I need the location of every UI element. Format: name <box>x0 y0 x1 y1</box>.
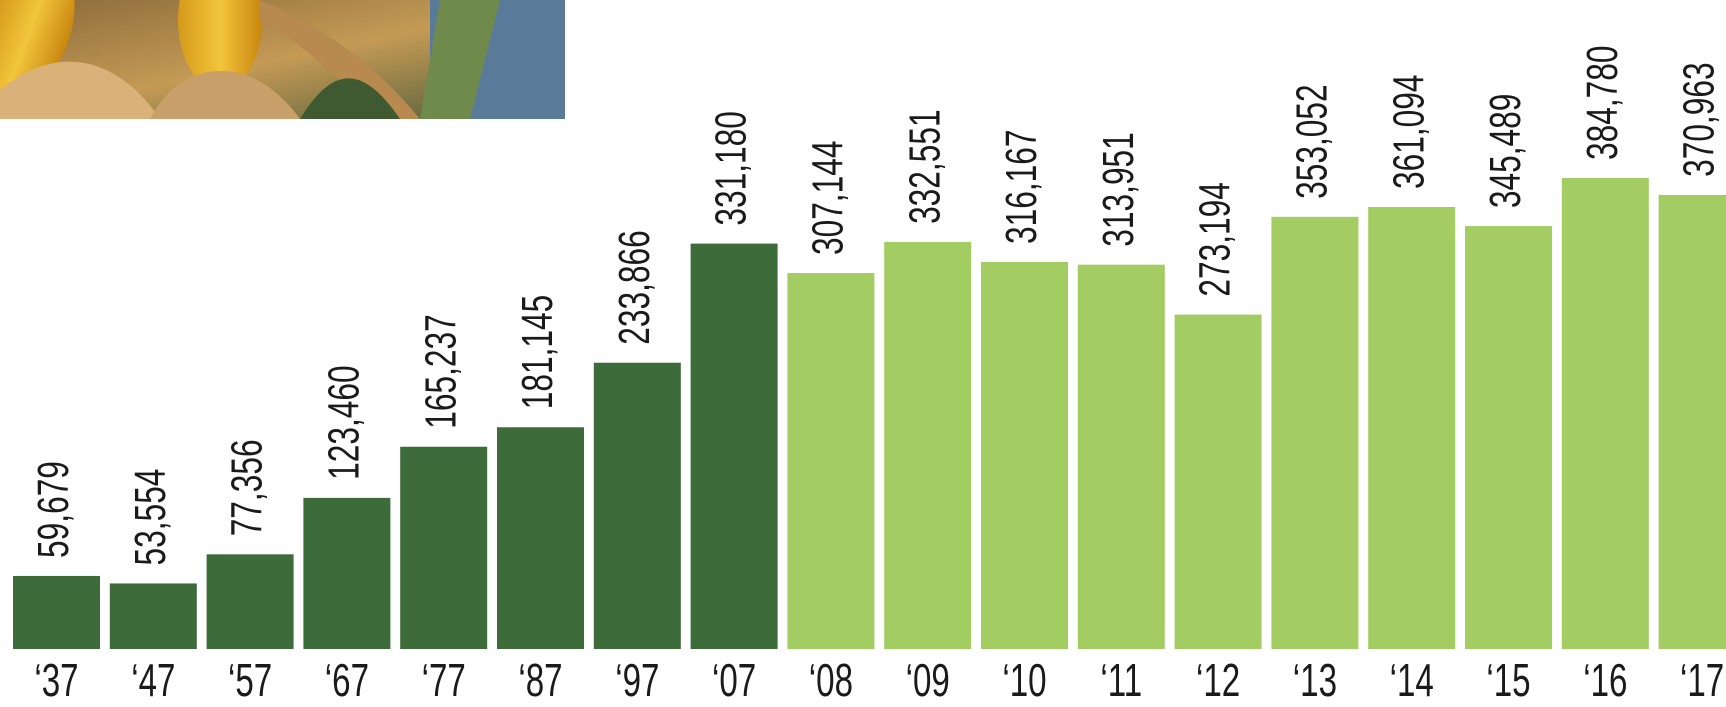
bar <box>109 583 197 649</box>
bar <box>1368 206 1456 649</box>
x-tick-label: ‘14 <box>1390 656 1434 706</box>
corn-photo <box>0 0 565 119</box>
bar <box>400 446 488 649</box>
bar <box>206 554 294 649</box>
bar <box>787 273 875 649</box>
bar <box>497 427 584 649</box>
bar <box>1561 178 1649 649</box>
x-tick-label: ‘87 <box>518 656 562 706</box>
value-label: 331,180 <box>707 111 756 225</box>
bar <box>690 243 778 649</box>
bar <box>1174 314 1262 649</box>
x-tick-label: ‘17 <box>1680 656 1724 706</box>
value-label: 384,780 <box>1578 46 1627 160</box>
bar <box>593 362 681 649</box>
value-label: 59,679 <box>29 461 78 558</box>
value-label: 313,951 <box>1094 132 1143 246</box>
value-label: 165,237 <box>416 314 465 428</box>
bar <box>1465 226 1552 650</box>
value-label: 77,356 <box>223 439 272 536</box>
x-tick-label: ‘16 <box>1583 656 1627 706</box>
x-tick-label: ‘08 <box>809 656 853 706</box>
x-tick-label: ‘07 <box>712 656 756 706</box>
value-label: 123,460 <box>319 365 368 479</box>
x-tick-label: ‘37 <box>34 656 78 706</box>
x-tick-label: ‘09 <box>906 656 950 706</box>
value-label: 345,489 <box>1481 94 1530 208</box>
value-label: 53,554 <box>126 469 175 566</box>
x-tick-label: ‘77 <box>422 656 466 706</box>
value-label: 307,144 <box>803 141 852 255</box>
value-label: 181,145 <box>513 295 562 409</box>
bar <box>13 575 100 649</box>
value-label: 316,167 <box>997 130 1046 244</box>
x-tick-label: ‘13 <box>1293 656 1337 706</box>
value-label: 233,866 <box>610 230 659 344</box>
x-tick-label: ‘11 <box>1100 656 1142 706</box>
value-label: 273,194 <box>1191 182 1240 296</box>
bar <box>303 497 391 649</box>
x-tick-label: ‘97 <box>615 656 659 706</box>
value-label: 361,094 <box>1384 75 1433 189</box>
bar <box>1271 216 1359 649</box>
bar <box>1077 264 1165 649</box>
x-tick-label: ‘10 <box>1002 656 1046 706</box>
bar <box>884 241 972 650</box>
bar <box>981 261 1068 649</box>
bar <box>1658 194 1726 649</box>
value-label: 370,963 <box>1675 62 1724 176</box>
x-tick-label: ‘47 <box>131 656 175 706</box>
value-label: 332,551 <box>900 109 949 223</box>
x-tick-label: ‘12 <box>1196 656 1240 706</box>
x-tick-label: ‘67 <box>325 656 369 706</box>
x-tick-label: ‘15 <box>1486 656 1530 706</box>
x-tick-label: ‘57 <box>228 656 272 706</box>
value-label: 353,052 <box>1287 84 1336 198</box>
